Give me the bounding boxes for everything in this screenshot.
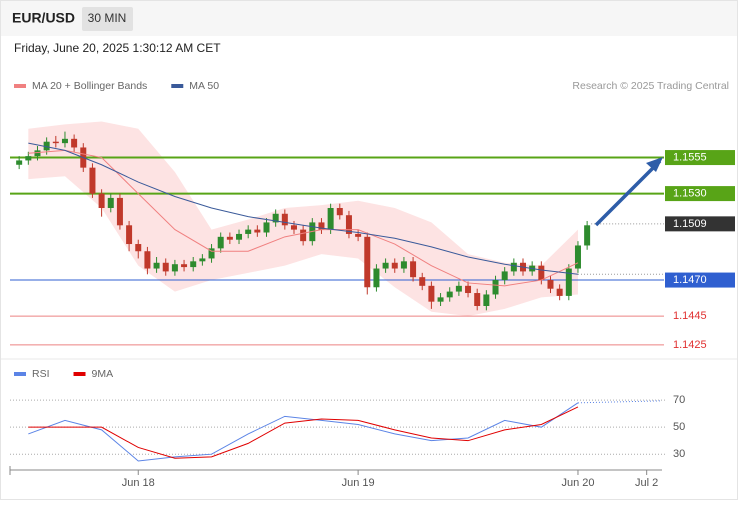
legend-swatch bbox=[73, 372, 86, 376]
candle-body bbox=[107, 197, 114, 208]
interval[interactable]: 30 MIN bbox=[88, 11, 127, 25]
candle-body bbox=[208, 248, 215, 259]
candle-body bbox=[373, 268, 380, 288]
candle-body bbox=[245, 229, 252, 234]
candle-body bbox=[355, 233, 362, 237]
candle-body bbox=[565, 268, 572, 296]
rsi-extension bbox=[577, 400, 663, 404]
candle-body bbox=[400, 261, 407, 269]
interval-badge[interactable] bbox=[82, 7, 133, 31]
candle-body bbox=[474, 293, 481, 306]
candle-body bbox=[98, 193, 105, 208]
level-badge bbox=[665, 186, 735, 202]
candle-body bbox=[281, 213, 288, 226]
candle-body bbox=[300, 229, 307, 242]
candle-body bbox=[556, 288, 563, 296]
candle-body bbox=[437, 297, 444, 302]
x-tick-label: Jul 2 bbox=[635, 477, 658, 489]
candle-body bbox=[290, 225, 297, 230]
candle-body bbox=[510, 262, 517, 272]
candle-body bbox=[181, 264, 188, 268]
x-tick-label: Jun 20 bbox=[561, 477, 594, 489]
candle-body bbox=[171, 264, 178, 272]
candle-body bbox=[574, 245, 581, 269]
candle-body bbox=[336, 208, 343, 216]
candle-body bbox=[16, 160, 23, 165]
candle-body bbox=[547, 280, 554, 289]
candle-body bbox=[34, 150, 41, 157]
forecast-arrow bbox=[594, 159, 662, 227]
legend-swatch bbox=[171, 84, 184, 88]
forecast-arrowhead bbox=[646, 157, 663, 172]
candle-body bbox=[43, 141, 50, 151]
candle-body bbox=[538, 265, 545, 281]
level-badge bbox=[665, 272, 735, 288]
candle-body bbox=[52, 141, 59, 144]
y-tick-label: 30 bbox=[673, 448, 685, 460]
legend-swatch bbox=[14, 372, 26, 376]
level-badge bbox=[665, 216, 735, 232]
credit: Research © 2025 Trading Central bbox=[572, 80, 729, 92]
candle-body bbox=[236, 233, 243, 240]
candle-body bbox=[263, 222, 270, 233]
series-line bbox=[28, 402, 579, 462]
moving-average bbox=[28, 142, 579, 275]
candle-body bbox=[254, 229, 261, 233]
timestamp: Friday, June 20, 2025 1:30:12 AM CET bbox=[14, 41, 221, 55]
level-label: 1.1425 bbox=[673, 339, 707, 351]
candle-body bbox=[382, 262, 389, 269]
candle-body bbox=[71, 138, 78, 148]
candle-body bbox=[226, 236, 233, 240]
candle-body bbox=[483, 294, 490, 306]
candle-body bbox=[25, 156, 32, 161]
candle-body bbox=[217, 236, 224, 249]
candle-body bbox=[455, 285, 462, 292]
candle-body bbox=[126, 225, 133, 245]
moving-average bbox=[28, 149, 579, 287]
legend-swatch bbox=[14, 84, 26, 88]
candle-body bbox=[364, 236, 371, 288]
candle-body bbox=[318, 222, 325, 230]
candle-body bbox=[153, 262, 160, 269]
candle-body bbox=[327, 208, 334, 230]
candle-body bbox=[199, 258, 206, 262]
level-label: 1.1445 bbox=[673, 310, 707, 322]
candle-body bbox=[135, 244, 142, 252]
symbol: EUR/USD bbox=[12, 10, 75, 26]
candle-body bbox=[391, 262, 398, 269]
candle-body bbox=[162, 262, 169, 272]
level-label: 1.1509 bbox=[673, 218, 707, 230]
legend-label: 9MA bbox=[92, 368, 114, 380]
candle-body bbox=[190, 261, 197, 268]
level-label: 1.1470 bbox=[673, 274, 707, 286]
series-line bbox=[28, 406, 579, 459]
legend-label: MA 20 + Bollinger Bands bbox=[32, 80, 147, 92]
candle-body bbox=[410, 261, 417, 278]
candle-body bbox=[584, 225, 591, 246]
candle-body bbox=[419, 277, 426, 286]
candle-body bbox=[428, 285, 435, 302]
candle-body bbox=[446, 291, 453, 298]
level-badge bbox=[665, 150, 735, 166]
candle-body bbox=[492, 280, 499, 295]
candle-body bbox=[61, 138, 68, 144]
level-label: 1.1555 bbox=[673, 151, 707, 163]
x-tick-label: Jun 19 bbox=[342, 477, 375, 489]
legend-label: RSI bbox=[32, 368, 50, 380]
candle-body bbox=[345, 215, 352, 234]
candle-body bbox=[144, 251, 151, 269]
candle-body bbox=[116, 197, 123, 226]
candle-body bbox=[501, 271, 508, 281]
x-tick-label: Jun 18 bbox=[122, 477, 155, 489]
level-label: 1.1530 bbox=[673, 187, 707, 199]
candle-body bbox=[89, 167, 96, 194]
candle-body bbox=[465, 285, 472, 294]
y-tick-label: 50 bbox=[673, 421, 685, 433]
legend-label: MA 50 bbox=[189, 80, 219, 92]
candle-body bbox=[272, 213, 279, 223]
y-tick-label: 70 bbox=[673, 394, 685, 406]
